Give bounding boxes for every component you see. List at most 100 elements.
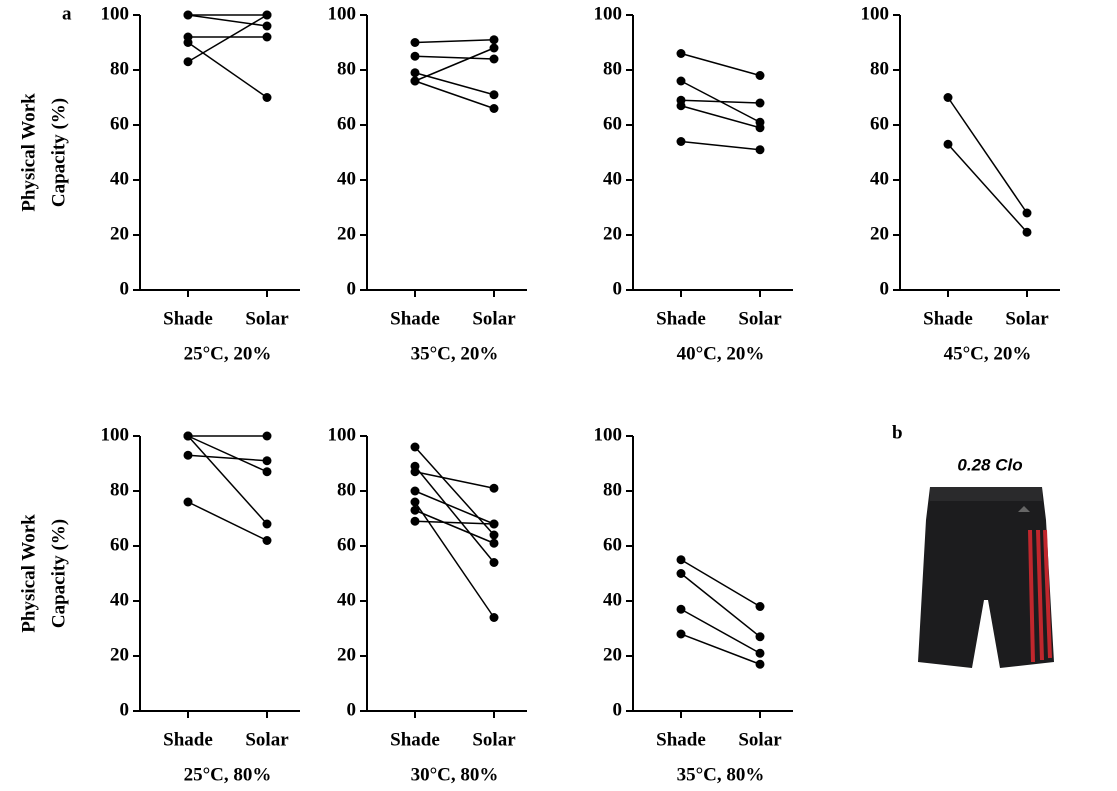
y-tick-label: 20 bbox=[603, 644, 622, 665]
y-tick-label: 100 bbox=[328, 3, 357, 24]
y-tick-label: 0 bbox=[120, 278, 130, 299]
data-point bbox=[676, 101, 686, 111]
data-point bbox=[262, 93, 272, 102]
data-line bbox=[414, 520, 495, 525]
x-tick-label: Solar bbox=[472, 729, 516, 750]
data-line bbox=[414, 490, 495, 525]
x-tick-label: Solar bbox=[245, 308, 289, 329]
data-point bbox=[183, 450, 193, 460]
data-point bbox=[489, 104, 499, 113]
data-line bbox=[414, 446, 495, 536]
data-point bbox=[410, 497, 420, 507]
data-line bbox=[187, 435, 268, 473]
y-tick-label: 80 bbox=[603, 479, 622, 500]
y-tick-label: 100 bbox=[594, 424, 623, 445]
data-point bbox=[676, 629, 686, 639]
y-tick-label: 60 bbox=[870, 113, 889, 134]
y-tick-label: 20 bbox=[110, 223, 129, 244]
data-point bbox=[489, 519, 499, 529]
y-tick-label: 40 bbox=[603, 589, 622, 610]
x-tick-label: Shade bbox=[163, 729, 213, 750]
data-point bbox=[262, 431, 272, 441]
y-tick-label: 40 bbox=[337, 589, 356, 610]
y-tick-label: 0 bbox=[120, 699, 130, 720]
y-axis-title: Capacity (%) bbox=[48, 519, 69, 628]
data-point bbox=[676, 137, 686, 146]
data-line bbox=[414, 465, 495, 563]
data-point bbox=[755, 632, 765, 642]
y-tick-label: 60 bbox=[337, 113, 356, 134]
data-point bbox=[183, 38, 193, 47]
data-point bbox=[489, 613, 499, 622]
y-tick-label: 40 bbox=[603, 168, 622, 189]
y-tick-label: 60 bbox=[337, 534, 356, 555]
y-tick-label: 80 bbox=[110, 58, 129, 79]
data-line bbox=[414, 39, 495, 44]
data-point bbox=[676, 604, 686, 614]
data-line bbox=[187, 435, 268, 525]
data-point bbox=[262, 456, 272, 466]
data-line bbox=[680, 105, 761, 129]
panel-label: b bbox=[892, 422, 903, 443]
data-point bbox=[410, 516, 420, 526]
data-point bbox=[755, 145, 765, 155]
y-tick-label: 40 bbox=[337, 168, 356, 189]
y-tick-label: 100 bbox=[328, 424, 357, 445]
data-point bbox=[262, 467, 272, 477]
data-line bbox=[947, 97, 1028, 214]
y-tick-label: 100 bbox=[101, 3, 130, 24]
data-point bbox=[410, 505, 420, 515]
x-tick-label: Shade bbox=[163, 308, 213, 329]
data-line bbox=[680, 99, 761, 104]
y-tick-label: 0 bbox=[347, 278, 357, 299]
y-tick-label: 20 bbox=[603, 223, 622, 244]
x-axis-title: 35°C, 80% bbox=[677, 764, 765, 785]
data-point bbox=[410, 51, 420, 61]
y-tick-label: 20 bbox=[870, 223, 889, 244]
x-tick-label: Solar bbox=[738, 308, 782, 329]
data-point bbox=[410, 38, 420, 47]
y-tick-label: 40 bbox=[870, 168, 889, 189]
data-line bbox=[680, 633, 761, 665]
x-axis-title: 45°C, 20% bbox=[944, 343, 1032, 364]
data-point bbox=[489, 483, 499, 493]
y-tick-label: 0 bbox=[613, 699, 623, 720]
x-axis-title: 25°C, 80% bbox=[184, 764, 272, 785]
data-point bbox=[410, 68, 420, 78]
x-tick-label: Shade bbox=[390, 308, 440, 329]
x-tick-label: Shade bbox=[923, 308, 973, 329]
data-line bbox=[414, 471, 495, 489]
data-point bbox=[755, 71, 765, 80]
y-tick-label: 40 bbox=[110, 168, 129, 189]
x-axis-title: 30°C, 80% bbox=[411, 764, 499, 785]
data-line bbox=[680, 140, 761, 151]
y-tick-label: 100 bbox=[861, 3, 890, 24]
data-point bbox=[410, 467, 420, 477]
y-tick-label: 60 bbox=[110, 534, 129, 555]
data-point bbox=[183, 10, 193, 20]
image-caption: 0.28 Clo bbox=[957, 455, 1022, 474]
data-point bbox=[943, 139, 953, 149]
y-tick-label: 40 bbox=[110, 589, 129, 610]
data-line bbox=[187, 14, 268, 27]
data-point bbox=[410, 442, 420, 452]
y-tick-label: 80 bbox=[870, 58, 889, 79]
y-tick-label: 20 bbox=[337, 644, 356, 665]
y-axis-title: Physical Work bbox=[18, 93, 39, 212]
x-axis-title: 25°C, 20% bbox=[184, 343, 272, 364]
x-tick-label: Solar bbox=[245, 729, 289, 750]
data-line bbox=[414, 47, 495, 82]
data-point bbox=[489, 43, 499, 53]
y-tick-label: 60 bbox=[603, 534, 622, 555]
data-line bbox=[680, 559, 761, 608]
y-tick-label: 80 bbox=[110, 479, 129, 500]
data-line bbox=[680, 572, 761, 638]
data-point bbox=[489, 538, 499, 548]
data-point bbox=[489, 530, 499, 540]
data-point bbox=[183, 431, 193, 441]
y-tick-label: 0 bbox=[880, 278, 890, 299]
data-point bbox=[1022, 227, 1032, 237]
data-point bbox=[755, 659, 765, 669]
data-point bbox=[755, 123, 765, 133]
data-point bbox=[262, 10, 272, 20]
